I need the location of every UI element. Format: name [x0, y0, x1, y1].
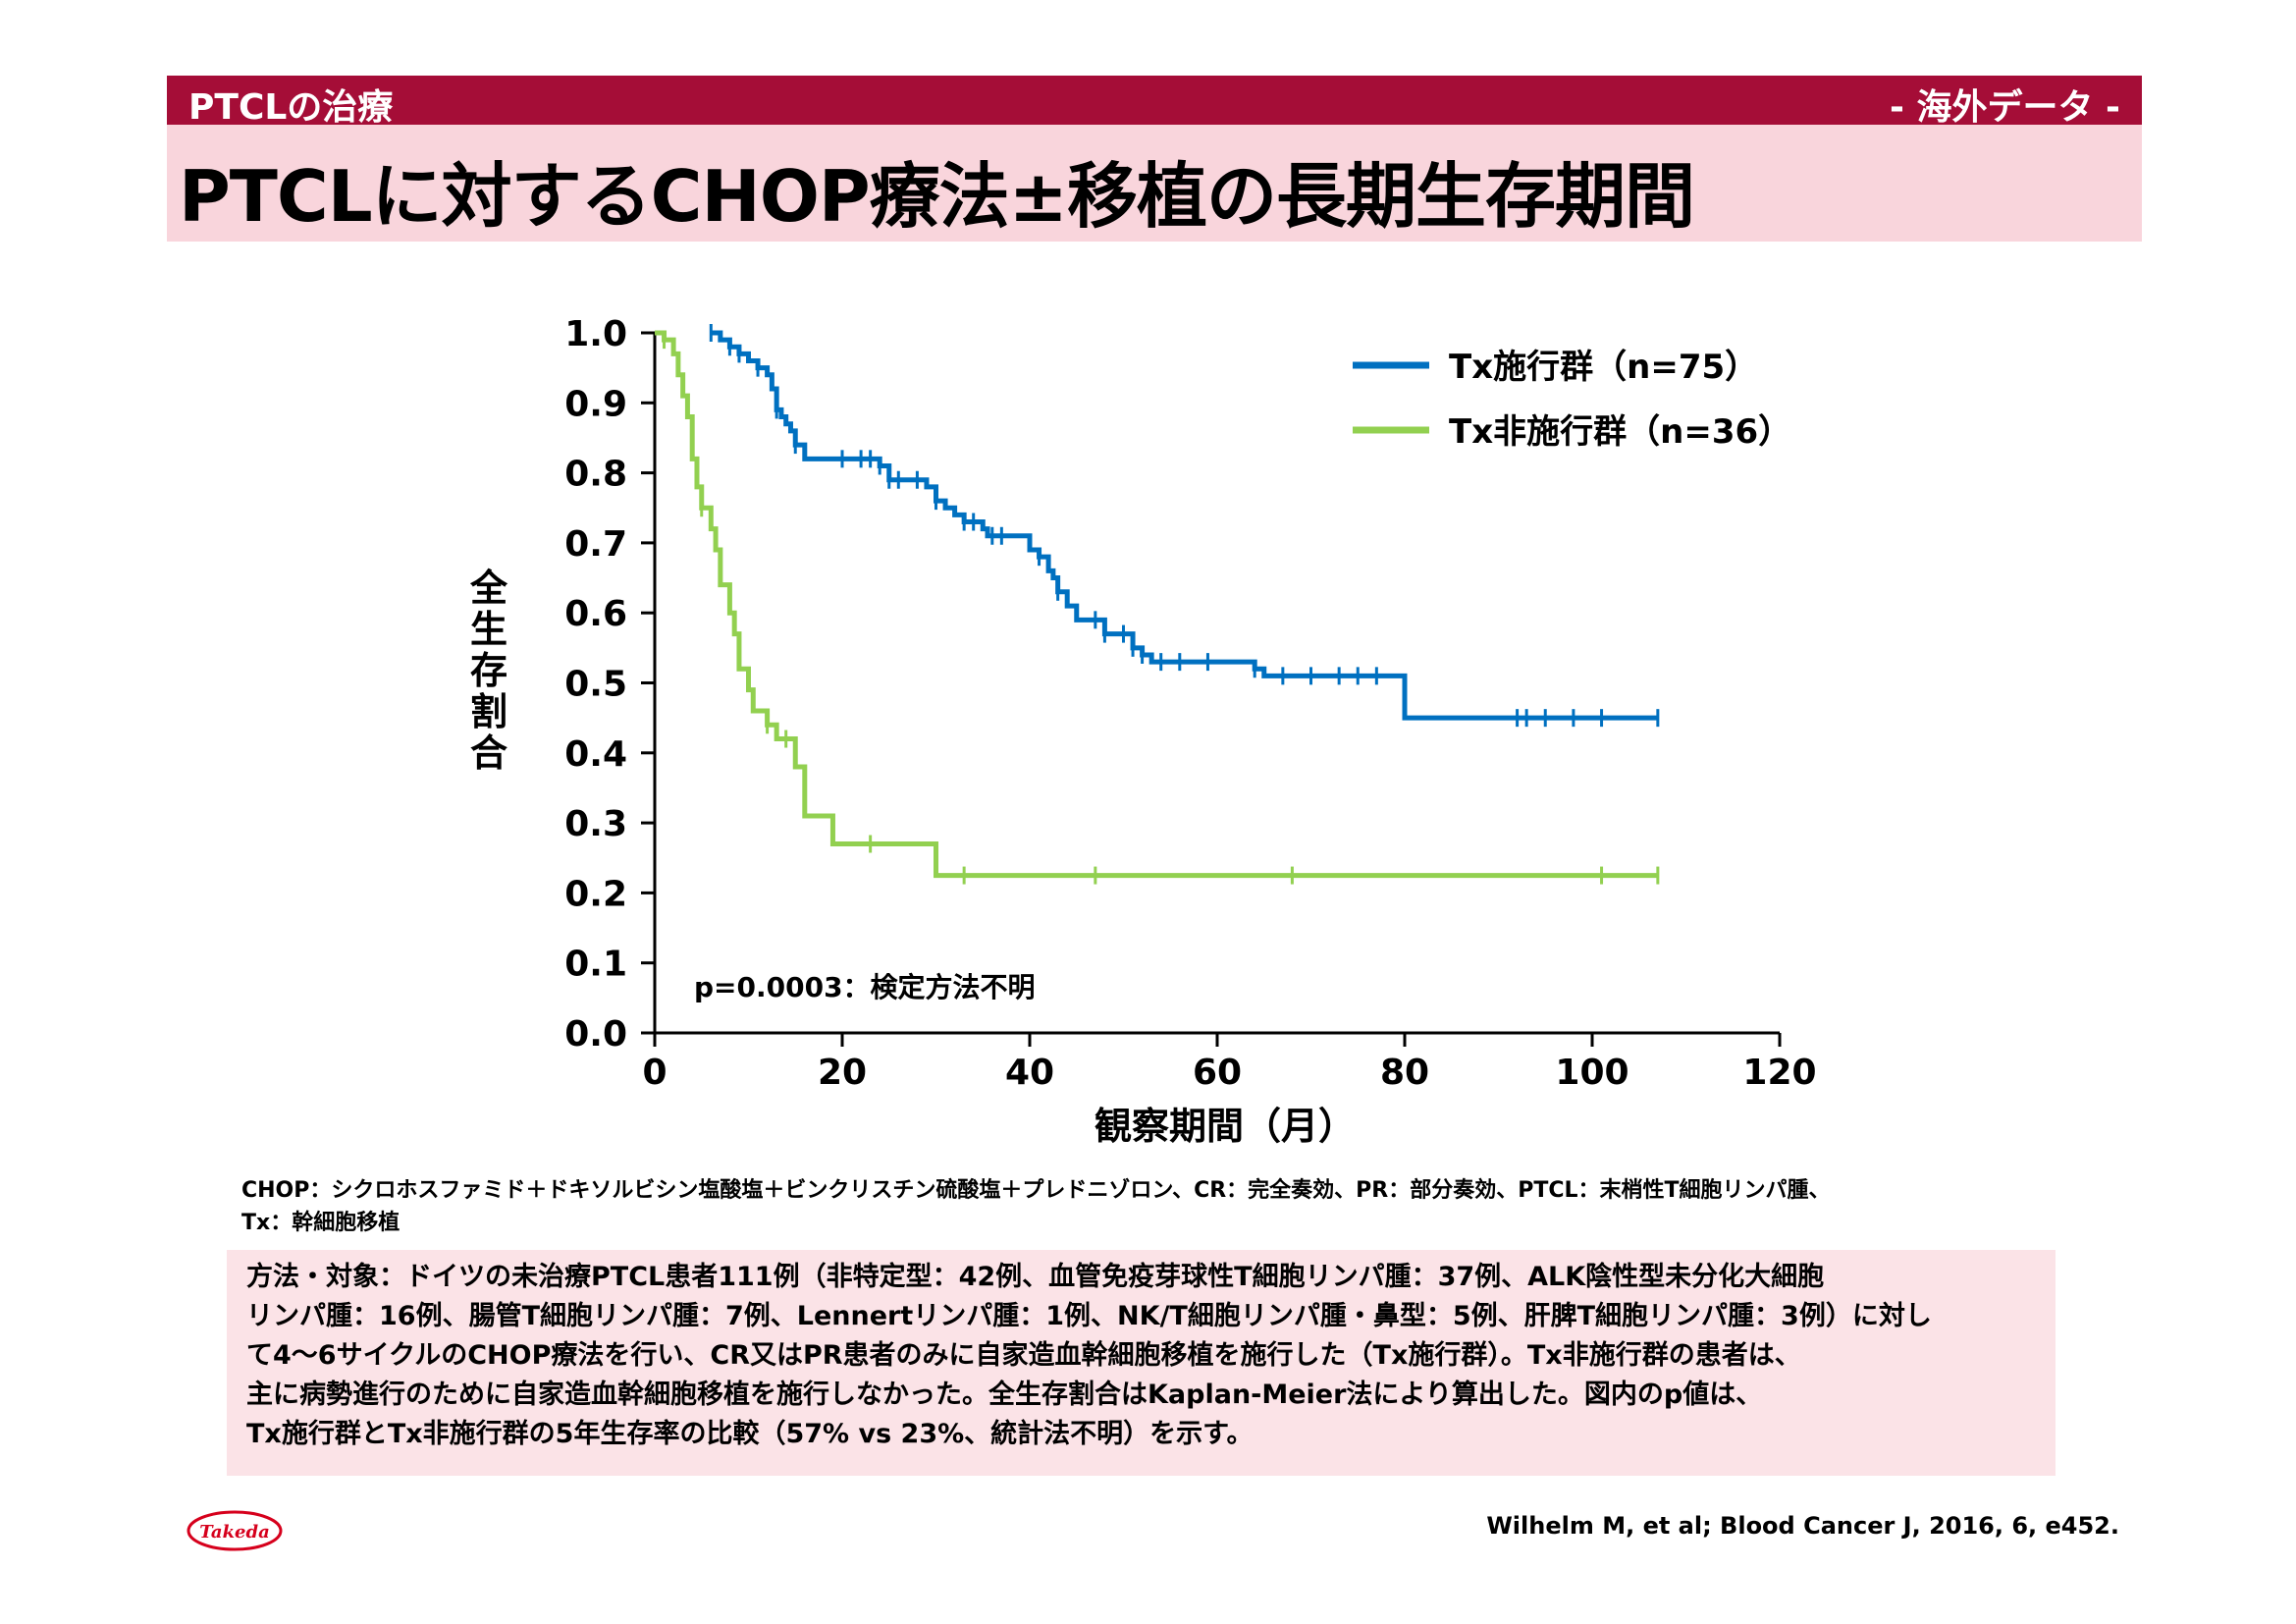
x-tick-label: 120: [1742, 1053, 1816, 1093]
chart-axes: 0.0 0.1 0.2 0.3 0.4 0.5 0.6 0.7 0.8 0.9 1.0 0 20 40 60…: [564, 314, 1816, 1093]
chart-legend: Tx施行群（n=75） Tx非施行群（n=36）: [1353, 348, 1791, 452]
methods-line-4: 主に病勢進行のために自家造血幹細胞移植を施行しなかった。全生存割合はKaplan…: [246, 1380, 1763, 1410]
y-tick-label: 0.5: [564, 665, 627, 705]
x-tick-label: 20: [818, 1053, 867, 1093]
y-tick-label: 0.3: [564, 804, 627, 844]
section-banner: PTCLの治療 - 海外データ -: [167, 76, 2142, 128]
abbreviations: CHOP：シクロホスファミド＋ドキソルビシン塩酸塩＋ビンクリスチン硫酸塩＋プレド…: [241, 1174, 2107, 1239]
x-tick-label: 60: [1193, 1053, 1242, 1093]
citation: Wilhelm M, et al; Blood Cancer J, 2016, …: [1486, 1512, 2119, 1540]
title-bar: PTCLに対するCHOP療法±移植の長期生存期間: [167, 125, 2142, 242]
y-tick-label: 0.0: [564, 1014, 627, 1055]
y-tick-label: 0.6: [564, 594, 627, 634]
methods-box: 方法・対象：ドイツの未治療PTCL患者111例（非特定型：42例、血管免疫芽球性…: [227, 1250, 2056, 1476]
y-tick-label: 0.1: [564, 945, 627, 985]
chart-series: [655, 324, 1660, 885]
page-title: PTCLに対するCHOP療法±移植の長期生存期間: [179, 155, 1695, 238]
methods-line-5: Tx施行群とTx非施行群の5年生存率の比較（57% vs 23%、統計法不明）を…: [246, 1419, 1254, 1449]
y-tick-label: 1.0: [564, 314, 627, 354]
y-tick-label: 0.7: [564, 524, 627, 565]
abbreviations-line-2: Tx：幹細胞移植: [241, 1211, 400, 1235]
x-tick-label: 80: [1380, 1053, 1429, 1093]
methods-line-2: リンパ腫：16例、腸管T細胞リンパ腫：7例、Lennertリンパ腫：1例、NK/…: [246, 1301, 1932, 1331]
abbreviations-line-1: CHOP：シクロホスファミド＋ドキソルビシン塩酸塩＋ビンクリスチン硫酸塩＋プレド…: [241, 1178, 1831, 1203]
legend-label: Tx施行群（n=75）: [1449, 348, 1758, 387]
region-label: - 海外データ -: [1890, 87, 2120, 128]
legend-label: Tx非施行群（n=36）: [1449, 412, 1791, 452]
y-tick-label: 0.8: [564, 455, 627, 495]
p-value-annotation: p=0.0003：検定方法不明: [694, 971, 1036, 1003]
x-tick-label: 0: [642, 1053, 667, 1093]
series-line-tx: [711, 330, 1658, 721]
x-axis-label: 観察期間（月）: [1095, 1105, 1356, 1148]
y-tick-label: 0.9: [564, 384, 627, 424]
section-label: PTCLの治療: [188, 87, 394, 128]
y-tick-label: 0.2: [564, 874, 627, 914]
takeda-logo: Takeda: [187, 1510, 283, 1551]
methods-line-1: 方法・対象：ドイツの未治療PTCL患者111例（非特定型：42例、血管免疫芽球性…: [246, 1262, 1825, 1292]
series-line-non-tx: [655, 330, 1658, 879]
svg-text:Takeda: Takeda: [199, 1522, 270, 1543]
y-axis-label: 全生存割合: [469, 567, 508, 775]
methods-line-3: て4～6サイクルのCHOP療法を行い、CR又はPR患者のみに自家造血幹細胞移植を…: [246, 1340, 1801, 1371]
y-tick-label: 0.4: [564, 734, 627, 775]
x-tick-label: 40: [1005, 1053, 1054, 1093]
x-tick-label: 100: [1555, 1053, 1629, 1093]
